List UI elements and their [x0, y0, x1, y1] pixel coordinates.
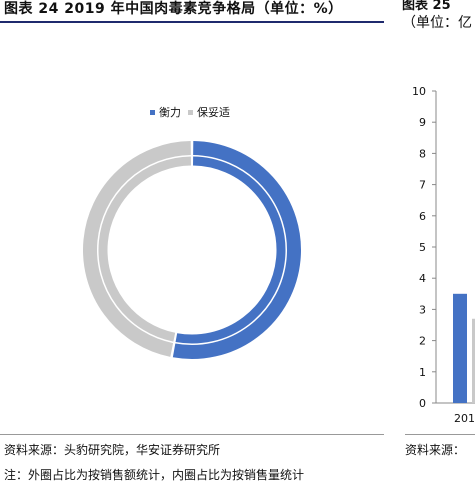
- bar-0: [453, 293, 467, 403]
- legend-swatch-hengli: [150, 109, 155, 115]
- y-tick-label: 4: [419, 272, 426, 285]
- outer-slice-botox: [83, 141, 191, 357]
- donut-legend: 衡力 保妥适: [150, 104, 237, 120]
- y-tick-label: 10: [412, 85, 426, 98]
- inner-slice-botox: [98, 156, 191, 342]
- inner-slice-hengli: [175, 156, 286, 344]
- legend-item-botox: 保妥适: [188, 104, 230, 120]
- footnote: 注：外圈占比为按销售额统计，内圈占比为按销售量统计: [4, 468, 305, 482]
- source-note: 资料来源：头豹研究院，华安证券研究所: [4, 443, 221, 457]
- y-tick-label: 2: [419, 335, 426, 348]
- bottom-divider: [0, 434, 384, 435]
- legend-item-hengli: 衡力: [150, 104, 181, 120]
- y-tick-label: 3: [419, 303, 426, 316]
- outer-slice-hengli: [172, 141, 301, 359]
- y-tick-label: 0: [419, 397, 426, 410]
- y-tick-label: 7: [419, 179, 426, 192]
- source-note-right: 资料来源：: [405, 443, 466, 457]
- title-divider: [0, 21, 384, 23]
- legend-label-botox: 保妥适: [197, 106, 230, 119]
- legend-swatch-botox: [188, 109, 193, 115]
- chart-title: 图表 24 2019 年中国肉毒素竞争格局（单位：%）: [4, 1, 343, 17]
- y-tick-label: 6: [419, 210, 426, 223]
- right-chart-title: 图表 25: [402, 0, 451, 13]
- bottom-divider-right: [405, 434, 475, 435]
- y-tick-label: 8: [419, 147, 426, 160]
- legend-label-hengli: 衡力: [159, 106, 181, 119]
- right-chart-unit: （单位：亿: [402, 15, 472, 31]
- y-tick-label: 9: [419, 116, 426, 129]
- x-tick-label: 201: [454, 412, 475, 425]
- bar-1: [472, 318, 475, 403]
- y-tick-label: 1: [419, 366, 426, 379]
- y-tick-label: 5: [419, 241, 426, 254]
